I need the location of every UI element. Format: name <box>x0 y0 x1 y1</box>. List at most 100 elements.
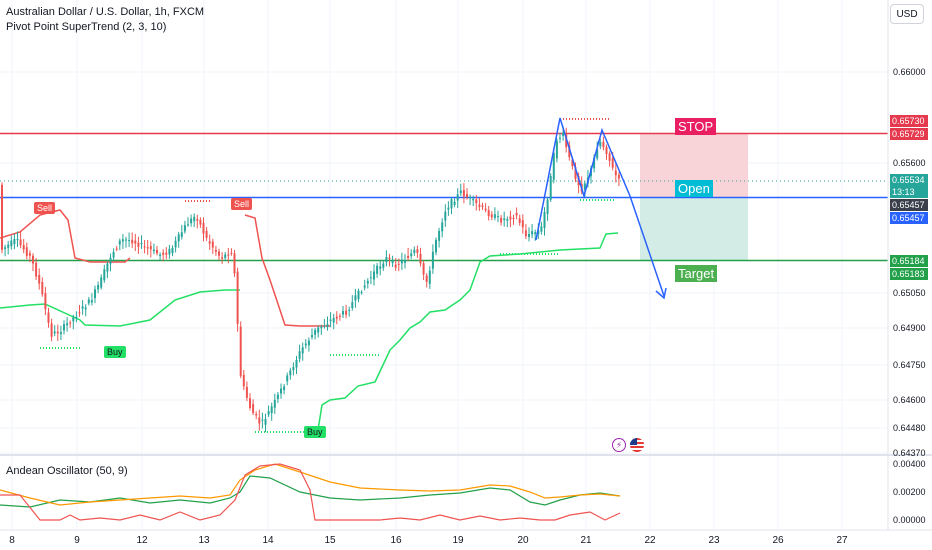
candle-body <box>165 252 168 255</box>
us-flag-icon[interactable] <box>630 438 644 452</box>
candle-body <box>156 249 158 254</box>
candle-body <box>208 241 211 244</box>
stop-price-label-upper: 0.65730 <box>890 115 928 127</box>
time-tick-label: 27 <box>836 535 848 546</box>
candle-body <box>32 255 34 264</box>
oscillator-axis[interactable]: 0.00400 0.00200 0.00000 <box>893 459 926 525</box>
candle-body <box>568 145 571 158</box>
indicator-title[interactable]: Pivot Point SuperTrend (2, 3, 10) <box>6 21 167 33</box>
buy-signal-label: Buy <box>104 346 126 358</box>
price-tick-label: 0.65600 <box>893 158 926 168</box>
candle-body <box>345 310 348 315</box>
candle-body <box>146 247 149 249</box>
candle-body <box>255 413 258 416</box>
candle-body <box>394 264 397 268</box>
candle-body <box>242 374 245 387</box>
candle-body <box>174 240 177 248</box>
oscillator-tick-label: 0.00200 <box>893 487 926 497</box>
candle-body <box>1 184 3 250</box>
candle-body <box>10 240 13 247</box>
candle-body <box>509 216 512 220</box>
candle-body <box>493 214 496 218</box>
time-tick-label: 9 <box>74 535 80 546</box>
candle-body <box>249 398 251 408</box>
oscillator-title[interactable]: Andean Oscillator (50, 9) <box>6 465 128 477</box>
candle-body <box>205 230 208 238</box>
candle-body <box>280 388 282 394</box>
supertrend-down-line-2 <box>244 214 330 327</box>
candle-body <box>193 216 196 222</box>
target-price-label-upper: 0.65184 <box>890 255 928 267</box>
candle-body <box>59 332 62 335</box>
candle-body <box>459 190 462 194</box>
target-zone <box>640 197 748 261</box>
candle-body <box>100 277 103 288</box>
stop-badge[interactable]: STOP <box>675 118 717 135</box>
lightning-icon[interactable]: ⚡ <box>612 438 626 452</box>
currency-button[interactable]: USD <box>890 4 924 24</box>
candle-body <box>357 290 360 300</box>
supertrend-up-line-2 <box>317 232 619 431</box>
candle-body <box>78 312 81 314</box>
candle-body <box>326 324 329 328</box>
candle-body <box>53 331 56 334</box>
candle-body <box>273 399 276 408</box>
candle-body <box>230 252 233 254</box>
price-axis[interactable]: 0.66000 0.65600 0.65050 0.64900 0.64750 0.646… <box>893 67 926 458</box>
time-tick-label: 15 <box>324 535 336 546</box>
candle-body <box>500 217 503 223</box>
time-tick-label: 26 <box>772 535 784 546</box>
candle-body <box>140 243 143 245</box>
candle-body <box>183 225 186 232</box>
open-badge[interactable]: Open <box>675 180 713 197</box>
candle-body <box>537 230 540 235</box>
candle-body <box>366 280 369 284</box>
candle-body <box>497 216 499 218</box>
candle-body <box>187 224 189 226</box>
candle-body <box>81 306 84 309</box>
candle-body <box>267 411 270 415</box>
candle-body <box>400 259 403 264</box>
candle-body <box>354 295 357 301</box>
sell-signal-label: Sell <box>34 202 56 214</box>
open-price-label-upper: 0.65457 <box>890 199 928 211</box>
time-tick-label: 12 <box>136 535 148 546</box>
candle-body <box>149 246 152 250</box>
candle-body <box>583 183 586 190</box>
current-price-label: 0.65534 <box>890 174 928 186</box>
double-top-pattern-line[interactable] <box>535 117 665 297</box>
candle-body <box>373 271 375 280</box>
target-badge[interactable]: Target <box>675 265 718 282</box>
price-tick-label: 0.65050 <box>893 288 926 298</box>
candle-body <box>19 239 22 246</box>
candle-body <box>369 277 372 279</box>
candle-body <box>338 315 341 317</box>
time-tick-label: 8 <box>9 535 15 546</box>
candle-body <box>233 253 236 274</box>
candle-body <box>35 262 38 277</box>
candle-body <box>422 263 425 275</box>
candlestick-series <box>1 126 620 433</box>
candle-body <box>348 309 351 311</box>
grid-lines <box>0 0 888 530</box>
candle-body <box>484 208 487 211</box>
candle-body <box>221 257 224 259</box>
candle-body <box>360 292 363 294</box>
candle-body <box>224 254 227 258</box>
candle-body <box>391 259 394 264</box>
candle-body <box>599 142 602 147</box>
time-axis[interactable]: 8 9 12 13 14 15 16 19 20 21 22 23 26 27 <box>9 535 848 546</box>
candle-body <box>534 232 537 235</box>
buy-signal-label: Buy <box>304 426 326 438</box>
candle-body <box>292 367 295 371</box>
candle-body <box>562 132 565 136</box>
candle-body <box>75 316 78 318</box>
symbol-title[interactable]: Australian Dollar / U.S. Dollar, 1h, FXC… <box>6 6 205 18</box>
candle-body <box>162 252 165 255</box>
candle-body <box>25 247 28 256</box>
candle-body <box>314 329 317 335</box>
candle-body <box>323 325 326 327</box>
candle-body <box>431 251 434 269</box>
candle-body <box>329 319 332 322</box>
